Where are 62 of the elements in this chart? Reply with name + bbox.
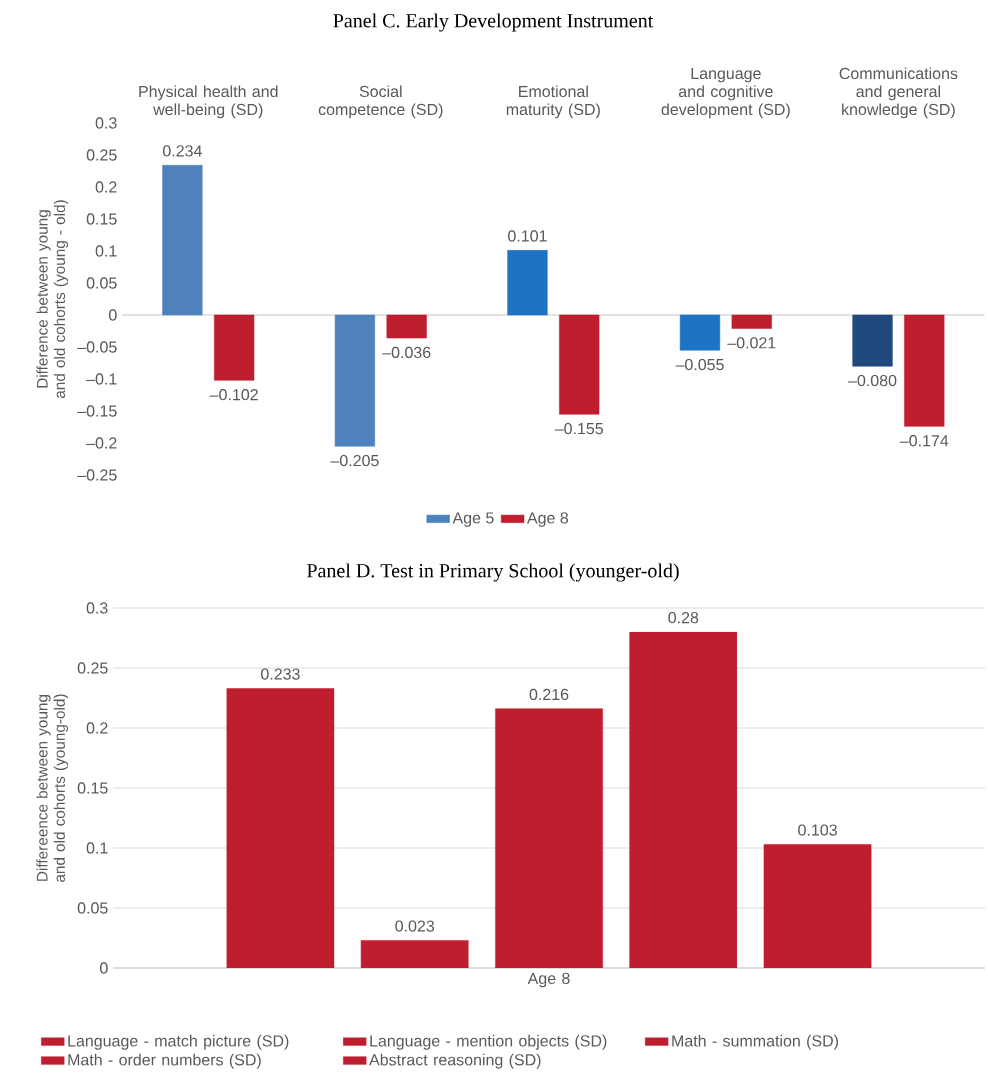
y-tick-label: –0.2 [86, 437, 117, 449]
bar [904, 314, 945, 427]
bar [162, 164, 203, 316]
y-tick-label: 0 [99, 962, 108, 974]
data-label: –0.205 [330, 454, 379, 467]
data-label: –0.155 [554, 422, 603, 435]
legend-label: Age 5 [452, 512, 494, 527]
y-tick-label: 0.1 [86, 842, 108, 854]
data-label: 0.234 [162, 145, 202, 157]
y-tick-label: 0.2 [86, 722, 108, 734]
y-tick-label: –0.05 [77, 341, 117, 353]
bar [226, 688, 335, 969]
legend-label: Language - match picture (SD) [68, 1034, 289, 1050]
x-tick-label: Communications and general knowledge (SD) [839, 67, 958, 119]
legend-label: Math - order numbers (SD) [68, 1053, 261, 1069]
y-tick-label: 0.25 [86, 149, 117, 161]
y-axis-title: Difference between young and old cohorts (young - old) [36, 200, 69, 399]
bar [386, 314, 427, 339]
y-tick-label: 0.05 [77, 902, 108, 914]
x-tick-label: Language and cognitive development (SD) [661, 67, 790, 119]
y-tick-label: 0.3 [95, 117, 117, 129]
y-tick-label: –0.1 [86, 373, 117, 385]
bar [559, 314, 600, 415]
data-label: 0.103 [798, 824, 837, 836]
data-label: 0.233 [260, 668, 300, 680]
y-tick-label: 0.15 [77, 782, 108, 794]
bar [852, 314, 893, 367]
data-label: –0.080 [847, 374, 897, 387]
bar [213, 314, 255, 381]
bar [731, 314, 772, 329]
data-label: –0.036 [382, 346, 431, 359]
data-label: –0.174 [899, 435, 949, 447]
data-label: –0.021 [727, 337, 776, 349]
y-tick-label: 0.05 [86, 277, 117, 289]
legend-label: Age 8 [526, 512, 568, 527]
y-tick-label: 0 [108, 309, 117, 321]
data-label: –0.055 [675, 358, 724, 371]
bar [629, 631, 738, 969]
y-tick-label: 0.1 [95, 245, 117, 257]
x-tick-label: Emotional maturity (SD) [506, 85, 600, 119]
data-label: 0.101 [507, 230, 547, 242]
bar [507, 250, 548, 316]
y-axis-title: Differeence between young and old cohorts (young-old) [36, 694, 68, 882]
y-tick-label: 0.15 [86, 213, 117, 225]
y-tick-label: 0.3 [86, 602, 108, 614]
y-tick-label: 0.25 [77, 662, 108, 674]
y-tick-label: 0.2 [95, 181, 117, 193]
data-label: 0.28 [668, 611, 699, 624]
chart-title: Panel D. Test in Primary School (younger-old) [306, 563, 679, 582]
data-label: 0.216 [529, 688, 569, 701]
legend-label: Abstract reasoning (SD) [368, 1053, 541, 1069]
chart-title: Panel C. Early Development Instrument [333, 13, 654, 32]
y-tick-label: –0.15 [77, 405, 117, 417]
data-label: –0.102 [209, 389, 258, 401]
legend-label: Language - mention objects (SD) [370, 1034, 607, 1050]
data-label: 0.023 [395, 920, 434, 932]
bar [679, 314, 721, 351]
legend-label: Math - summation (SD) [672, 1034, 838, 1050]
bar [334, 314, 375, 447]
y-tick-label: –0.25 [77, 469, 117, 481]
x-tick-label: Social competence (SD) [318, 85, 443, 119]
x-tick-label: Physical health and well-being (SD) [139, 85, 278, 119]
